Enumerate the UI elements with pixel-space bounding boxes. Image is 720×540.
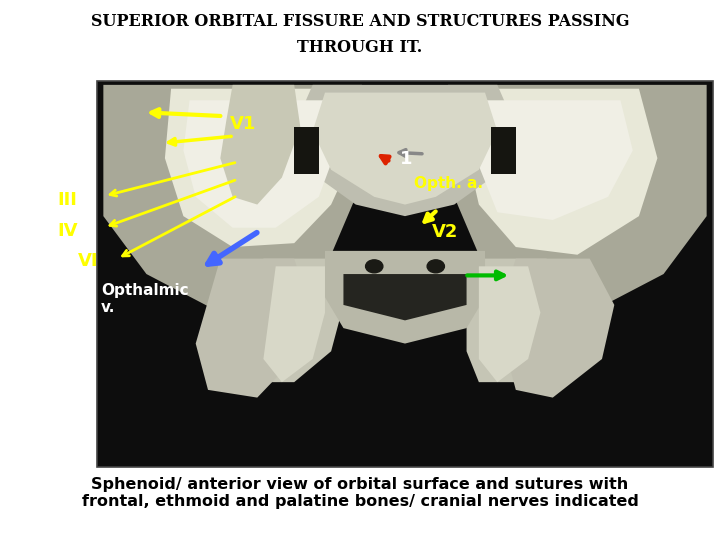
Polygon shape bbox=[343, 274, 467, 320]
Circle shape bbox=[366, 260, 383, 273]
Polygon shape bbox=[467, 259, 565, 382]
Text: SUPERIOR ORBITAL FISSURE AND STRUCTURES PASSING: SUPERIOR ORBITAL FISSURE AND STRUCTURES … bbox=[91, 13, 629, 30]
Polygon shape bbox=[294, 85, 516, 216]
Text: V2: V2 bbox=[432, 223, 459, 241]
Polygon shape bbox=[245, 259, 343, 382]
Text: VI: VI bbox=[78, 252, 98, 271]
Text: Opth. a.: Opth. a. bbox=[414, 176, 483, 191]
Circle shape bbox=[427, 260, 444, 273]
Bar bbox=[97, 81, 713, 467]
Polygon shape bbox=[325, 251, 485, 343]
Polygon shape bbox=[104, 85, 374, 313]
Polygon shape bbox=[467, 89, 657, 255]
Text: IV: IV bbox=[58, 222, 78, 240]
Polygon shape bbox=[479, 266, 541, 382]
Polygon shape bbox=[184, 100, 337, 228]
Polygon shape bbox=[491, 127, 516, 174]
Polygon shape bbox=[503, 259, 614, 397]
Polygon shape bbox=[165, 89, 356, 247]
Polygon shape bbox=[220, 85, 300, 205]
Polygon shape bbox=[196, 259, 307, 397]
Polygon shape bbox=[312, 92, 498, 205]
Polygon shape bbox=[264, 266, 325, 382]
Text: 1: 1 bbox=[400, 150, 413, 168]
Polygon shape bbox=[436, 85, 706, 313]
Text: v.: v. bbox=[101, 300, 115, 315]
Text: Sphenoid/ anterior view of orbital surface and sutures with
frontal, ethmoid and: Sphenoid/ anterior view of orbital surfa… bbox=[81, 477, 639, 509]
Text: Opthalmic: Opthalmic bbox=[101, 283, 189, 298]
Text: V1: V1 bbox=[230, 115, 257, 133]
Text: III: III bbox=[58, 191, 78, 209]
Polygon shape bbox=[294, 127, 319, 174]
Text: THROUGH IT.: THROUGH IT. bbox=[297, 39, 423, 56]
Polygon shape bbox=[479, 100, 633, 220]
